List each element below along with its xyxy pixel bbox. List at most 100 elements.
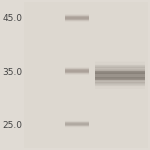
Bar (65, 18, 89, 19)
Bar (95, 79, 146, 80)
Bar (95, 68, 146, 69)
Bar (95, 85, 146, 86)
Bar (95, 76, 146, 77)
Bar (65, 68, 89, 69)
Bar (65, 19, 89, 20)
Bar (65, 67, 89, 68)
Bar (95, 80, 146, 81)
Bar (65, 74, 89, 75)
Bar (95, 72, 146, 73)
Bar (95, 74, 146, 75)
Bar (65, 122, 89, 123)
Bar (65, 17, 89, 18)
Bar (65, 19, 89, 20)
Bar (95, 87, 146, 88)
Bar (65, 126, 89, 127)
Bar (65, 74, 89, 75)
Bar (65, 72, 89, 73)
Bar (95, 65, 146, 66)
Bar (95, 84, 146, 85)
Bar (65, 70, 89, 71)
Bar (95, 88, 146, 89)
Bar (65, 14, 89, 15)
Bar (65, 125, 89, 126)
Bar (95, 82, 146, 83)
Bar (65, 126, 89, 127)
Bar (95, 62, 146, 63)
Bar (95, 64, 146, 65)
Bar (95, 64, 146, 65)
Bar (65, 70, 89, 71)
Bar (65, 121, 89, 122)
Bar (95, 76, 146, 77)
Bar (95, 77, 146, 78)
Bar (95, 71, 146, 72)
Bar (65, 68, 89, 69)
Bar (65, 72, 89, 73)
Bar (95, 66, 146, 67)
Bar (65, 69, 89, 70)
Bar (65, 71, 89, 72)
Bar (95, 62, 146, 63)
Bar (95, 86, 146, 87)
Bar (65, 18, 89, 19)
Bar (65, 67, 89, 68)
Bar (65, 70, 89, 71)
Bar (65, 20, 89, 21)
Bar (65, 18, 89, 19)
Bar (65, 121, 89, 122)
Bar (65, 20, 89, 21)
Bar (65, 68, 89, 69)
Bar (65, 21, 89, 22)
Bar (95, 65, 146, 66)
Bar (65, 19, 89, 20)
Bar (65, 73, 89, 74)
Bar (65, 123, 89, 124)
Bar (95, 70, 146, 71)
Bar (65, 16, 89, 17)
Bar (65, 15, 89, 16)
Bar (65, 21, 89, 22)
Bar (95, 75, 146, 76)
Bar (65, 120, 89, 121)
Bar (65, 14, 89, 15)
Bar (65, 15, 89, 16)
Bar (95, 77, 146, 78)
Bar (95, 61, 146, 62)
Bar (95, 70, 146, 71)
Bar (65, 125, 89, 126)
Bar (65, 15, 89, 16)
Bar (65, 17, 89, 18)
Bar (95, 71, 146, 72)
Bar (65, 17, 89, 18)
Bar (65, 124, 89, 125)
Bar (65, 124, 89, 125)
Bar (65, 126, 89, 127)
Bar (95, 78, 146, 79)
Bar (65, 72, 89, 73)
Bar (65, 73, 89, 74)
Bar (95, 63, 146, 64)
Bar (65, 122, 89, 123)
Bar (95, 67, 146, 68)
Bar (65, 17, 89, 18)
Bar (65, 21, 89, 22)
Bar (65, 14, 89, 15)
Bar (95, 83, 146, 84)
Bar (65, 74, 89, 75)
Bar (65, 123, 89, 124)
Bar (95, 67, 146, 68)
Bar (95, 72, 146, 73)
Bar (95, 66, 146, 67)
Bar (65, 71, 89, 72)
Bar (65, 67, 89, 68)
Bar (65, 127, 89, 128)
Bar (65, 16, 89, 17)
Bar (65, 124, 89, 125)
Bar (95, 79, 146, 80)
Bar (65, 125, 89, 126)
Bar (65, 69, 89, 70)
Bar (65, 123, 89, 124)
Bar (95, 88, 146, 89)
Bar (65, 71, 89, 72)
